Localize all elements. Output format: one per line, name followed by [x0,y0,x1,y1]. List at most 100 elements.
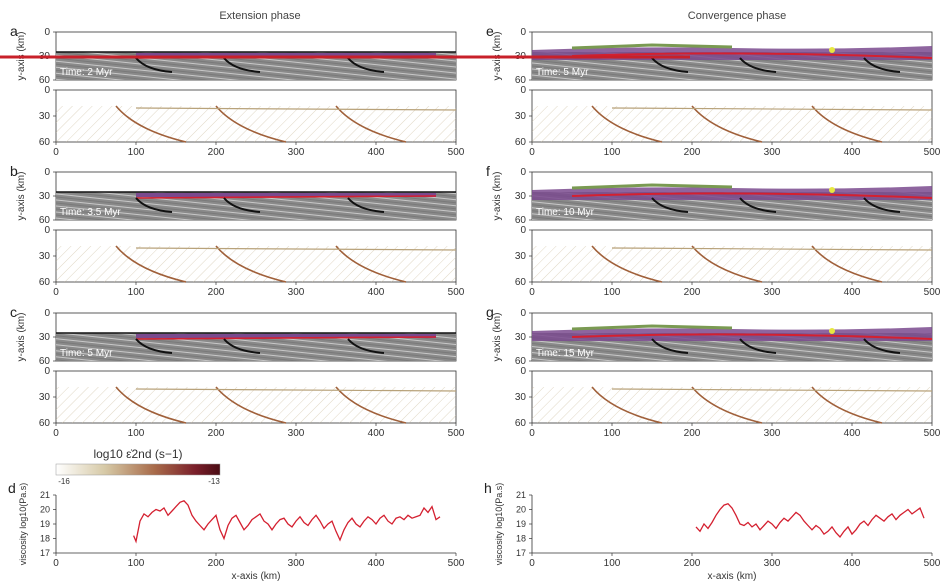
strain-hatch [532,106,932,142]
slab [135,57,173,73]
panel-letter: a [10,23,18,39]
panel-letter: f [486,163,490,179]
y-tick-label: 20 [516,505,526,515]
strain-band [611,107,933,111]
strain-band [591,105,663,143]
x-tick-label: 300 [288,147,305,158]
time-label: Time: 2 Myr [60,67,113,78]
panel-letter: e [486,23,494,39]
x-tick-label: 400 [844,558,861,569]
x-tick-label: 200 [684,558,701,569]
y-axis-label: y-axis (km) [492,172,503,221]
shear-zone [135,336,437,340]
viscosity-panel-d: d 17 18 19 20 21 0 100 200 300 400 500 x-axis (km) vi… [8,480,465,582]
y-tick-label: 0 [520,308,526,319]
x-tick-label: 500 [924,558,941,569]
y-tick-label: 0 [520,27,526,38]
viscosity-line [132,500,441,544]
y-tick-label: 30 [39,251,51,262]
strain-band [811,386,883,424]
yellow-sediment [829,328,835,334]
y-tick-label: 0 [44,167,50,178]
x-axis-label: x-axis (km) [232,571,281,582]
colorbar: log10 ε̇2nd (s−1) -16 -13 [55,447,220,486]
y-tick-label: 0 [520,225,526,236]
x-tick-label: 200 [208,287,225,298]
y-tick-label: 60 [515,137,527,148]
slab [223,338,261,354]
strain-hatch [56,246,456,282]
y-tick-label: 60 [39,277,51,288]
panel-letter: d [8,480,16,496]
colorbar-min: -16 [58,477,70,486]
x-tick-label: 0 [529,287,535,298]
y-tick-label: 19 [40,519,50,529]
y-tick-label: 0 [520,85,526,96]
strain-band [115,105,187,143]
y-tick-label: 30 [39,191,51,202]
x-tick-label: 200 [208,428,225,439]
sediment-layer [136,334,436,338]
viscosity-line [695,502,925,539]
x-tick-label: 300 [764,147,781,158]
heading-extension: Extension phase [219,10,300,22]
y-tick-label: 60 [39,75,51,86]
slab [739,57,777,73]
y-tick-label: 60 [39,215,51,226]
strain-band [115,245,187,283]
x-tick-label: 100 [604,147,621,158]
y-tick-label: 0 [44,27,50,38]
x-tick-label: 200 [684,147,701,158]
slab [863,57,901,73]
strain-band [135,107,457,111]
x-tick-label: 300 [764,428,781,439]
y-tick-label: 60 [39,418,51,429]
strain-band [115,386,187,424]
x-tick-label: 400 [844,287,861,298]
x-tick-label: 400 [844,428,861,439]
slab [347,57,385,73]
slab [223,57,261,73]
x-tick-label: 0 [529,558,535,569]
colorbar-title: log10 ε̇2nd (s−1) [93,447,182,461]
x-tick-label: 200 [684,428,701,439]
colorbar-max: -13 [208,477,220,486]
y-tick-label: 60 [515,215,527,226]
y-tick-label: 17 [40,548,50,558]
x-tick-label: 100 [604,558,621,569]
x-tick-label: 100 [128,147,145,158]
strain-band [811,245,883,283]
x-tick-label: 0 [53,428,59,439]
sediment-layer [136,53,436,57]
y-tick-label: 60 [515,277,527,288]
panel-letter: h [484,480,492,496]
strain-band [215,245,287,283]
x-tick-label: 300 [764,558,781,569]
slab [347,338,385,354]
shear-zone [135,195,437,199]
y-tick-label: 60 [39,356,51,367]
y-axis-label: viscosity log10(Pa.s) [494,483,504,566]
y-tick-label: 30 [515,111,527,122]
x-tick-label: 500 [448,147,465,158]
y-tick-label: 0 [44,308,50,319]
strain-band [135,388,457,392]
x-tick-label: 400 [368,147,385,158]
x-tick-label: 200 [684,287,701,298]
y-tick-label: 30 [515,251,527,262]
slab [651,57,689,73]
slab [651,338,689,354]
yellow-sediment [829,187,835,193]
x-tick-label: 500 [924,428,941,439]
strain-band [335,386,407,424]
time-label: Time: 3.5 Myr [60,207,121,218]
strain-band [691,105,763,143]
strain-band [691,245,763,283]
y-tick-label: 60 [39,137,51,148]
time-label: Time: 15 Myr [536,348,595,359]
strain-hatch [56,106,456,142]
strain-band [691,386,763,424]
